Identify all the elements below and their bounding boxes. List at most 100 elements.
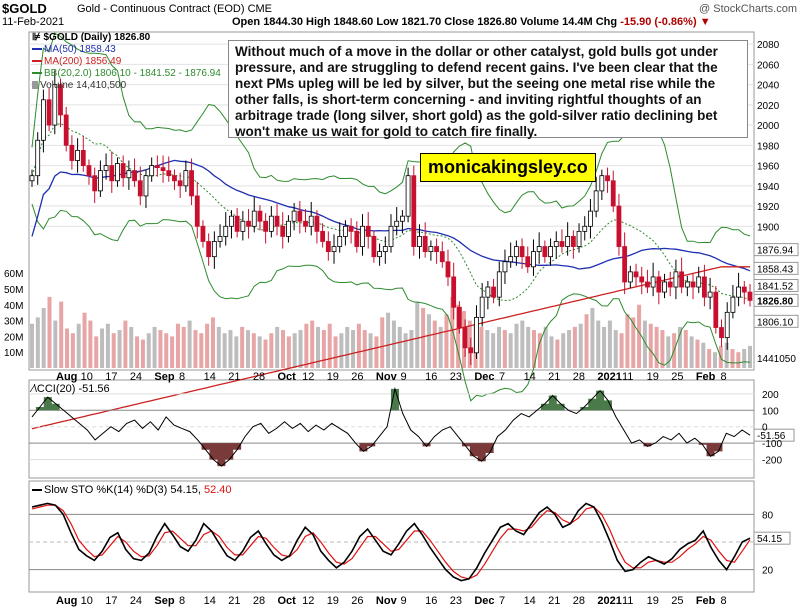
candle-body	[434, 246, 439, 253]
volume-bar	[730, 349, 735, 368]
volume-bar	[286, 336, 291, 368]
volume-bar	[82, 312, 87, 368]
volume-bar	[532, 330, 537, 368]
volume-bar	[117, 330, 122, 368]
candle-body	[622, 246, 628, 283]
price-candles	[29, 70, 753, 365]
candle-body	[58, 84, 63, 116]
candle-body	[496, 271, 502, 298]
volume-bar	[351, 330, 356, 368]
sto-x-tick: Aug	[56, 595, 77, 607]
price-value-tag: 1806.10	[753, 314, 799, 328]
volume-bar	[345, 326, 350, 368]
price-x-tick: 14	[204, 371, 216, 383]
candle-body	[115, 163, 120, 182]
price-value-tag-box	[753, 261, 799, 275]
brand-badge: monicakingsley.co	[420, 153, 596, 182]
volume-bar	[555, 339, 560, 368]
volume-bar	[292, 333, 297, 368]
price-tick-label: 2040	[757, 81, 780, 92]
volume-bar	[543, 326, 548, 368]
volume-bar	[35, 317, 40, 368]
volume-bar	[368, 333, 373, 368]
volume-bar	[654, 326, 659, 368]
volume-tick-label: 10M	[4, 348, 23, 359]
candle-body	[468, 347, 474, 354]
candle-body	[713, 291, 719, 328]
candle-body	[667, 281, 673, 288]
candle-body	[394, 220, 400, 227]
candle-body	[474, 316, 479, 354]
volume-bar	[304, 323, 309, 368]
volume-bar	[193, 330, 198, 368]
sto-x-tick: 26	[351, 595, 363, 607]
cci-tick-label: -200	[762, 456, 782, 467]
stockcharts-credit[interactable]: @ StockCharts.com	[699, 3, 797, 15]
volume-bar	[642, 320, 647, 368]
price-x-tick: 2021	[597, 371, 621, 383]
volume-bar	[590, 307, 595, 368]
sto-x-tick: Nov	[376, 595, 398, 607]
volume-bar	[316, 326, 321, 368]
cci-tick-label: 100	[762, 406, 779, 417]
price-tick-label: 1920	[757, 202, 780, 213]
candle-body	[588, 210, 593, 227]
price-value-tag-text: 1826.80	[757, 296, 794, 307]
volume-bar	[712, 352, 717, 368]
close-label: Close	[444, 16, 475, 28]
chart-date: 11-Feb-2021	[2, 16, 65, 28]
volume-bar	[403, 333, 408, 368]
volume-bar	[397, 326, 402, 368]
price-x-tick: Nov	[376, 371, 398, 383]
sto-x-tick: 10	[81, 595, 93, 607]
candle-body	[371, 236, 377, 258]
candle-body	[183, 170, 189, 187]
price-value-tag-text: 1841.52	[757, 281, 794, 292]
sto-last-box	[753, 531, 791, 545]
price-tick-label: 1940	[757, 182, 780, 193]
price-x-tick: Aug	[56, 371, 77, 383]
volume-bar	[409, 330, 414, 368]
candle-body	[462, 327, 468, 349]
candle-body	[103, 165, 109, 172]
candle-body	[610, 180, 616, 207]
candle-body	[582, 225, 588, 232]
volume-bar	[561, 333, 566, 368]
candle-body	[684, 281, 690, 288]
sto-x-tick: 25	[671, 595, 683, 607]
volume-bars	[30, 296, 752, 368]
candle-body	[536, 246, 542, 253]
candle-body	[325, 241, 331, 253]
sto-x-tick: 21	[548, 595, 560, 607]
candle-body	[639, 276, 645, 283]
candle-body	[46, 99, 52, 126]
candle-body	[593, 190, 599, 212]
candle-body	[303, 220, 308, 227]
volume-last-label: 1441050	[757, 354, 796, 365]
volume-bar	[105, 323, 110, 368]
candle-body	[251, 210, 257, 227]
volume-bar	[648, 323, 653, 368]
candle-body	[719, 327, 724, 339]
price-x-tick: Oct	[277, 371, 296, 383]
ma200-swatch	[32, 60, 42, 63]
volume-bar	[245, 330, 250, 368]
volume-bar	[374, 336, 379, 368]
sto-x-tick: 2021	[597, 595, 621, 607]
price-x-tick: 12	[302, 371, 314, 383]
candle-body	[707, 291, 713, 298]
cci-line	[31, 386, 751, 467]
candle-body	[331, 246, 337, 253]
price-x-tick: 16	[425, 371, 437, 383]
candle-body	[491, 286, 496, 298]
candle-body	[724, 311, 730, 339]
legend-ma200: MA(200) 1856.49	[32, 56, 121, 67]
ohlc-readout: Open 1844.30 High 1848.60 Low 1821.70 Cl…	[232, 16, 711, 28]
price-x-tick: 25	[671, 371, 683, 383]
volume-bar	[380, 317, 385, 368]
volume-bar	[333, 336, 338, 368]
volume-bar	[234, 336, 239, 368]
candle-body	[314, 215, 320, 232]
price-x-tick: 9	[401, 371, 407, 383]
volume-bar	[158, 330, 163, 368]
